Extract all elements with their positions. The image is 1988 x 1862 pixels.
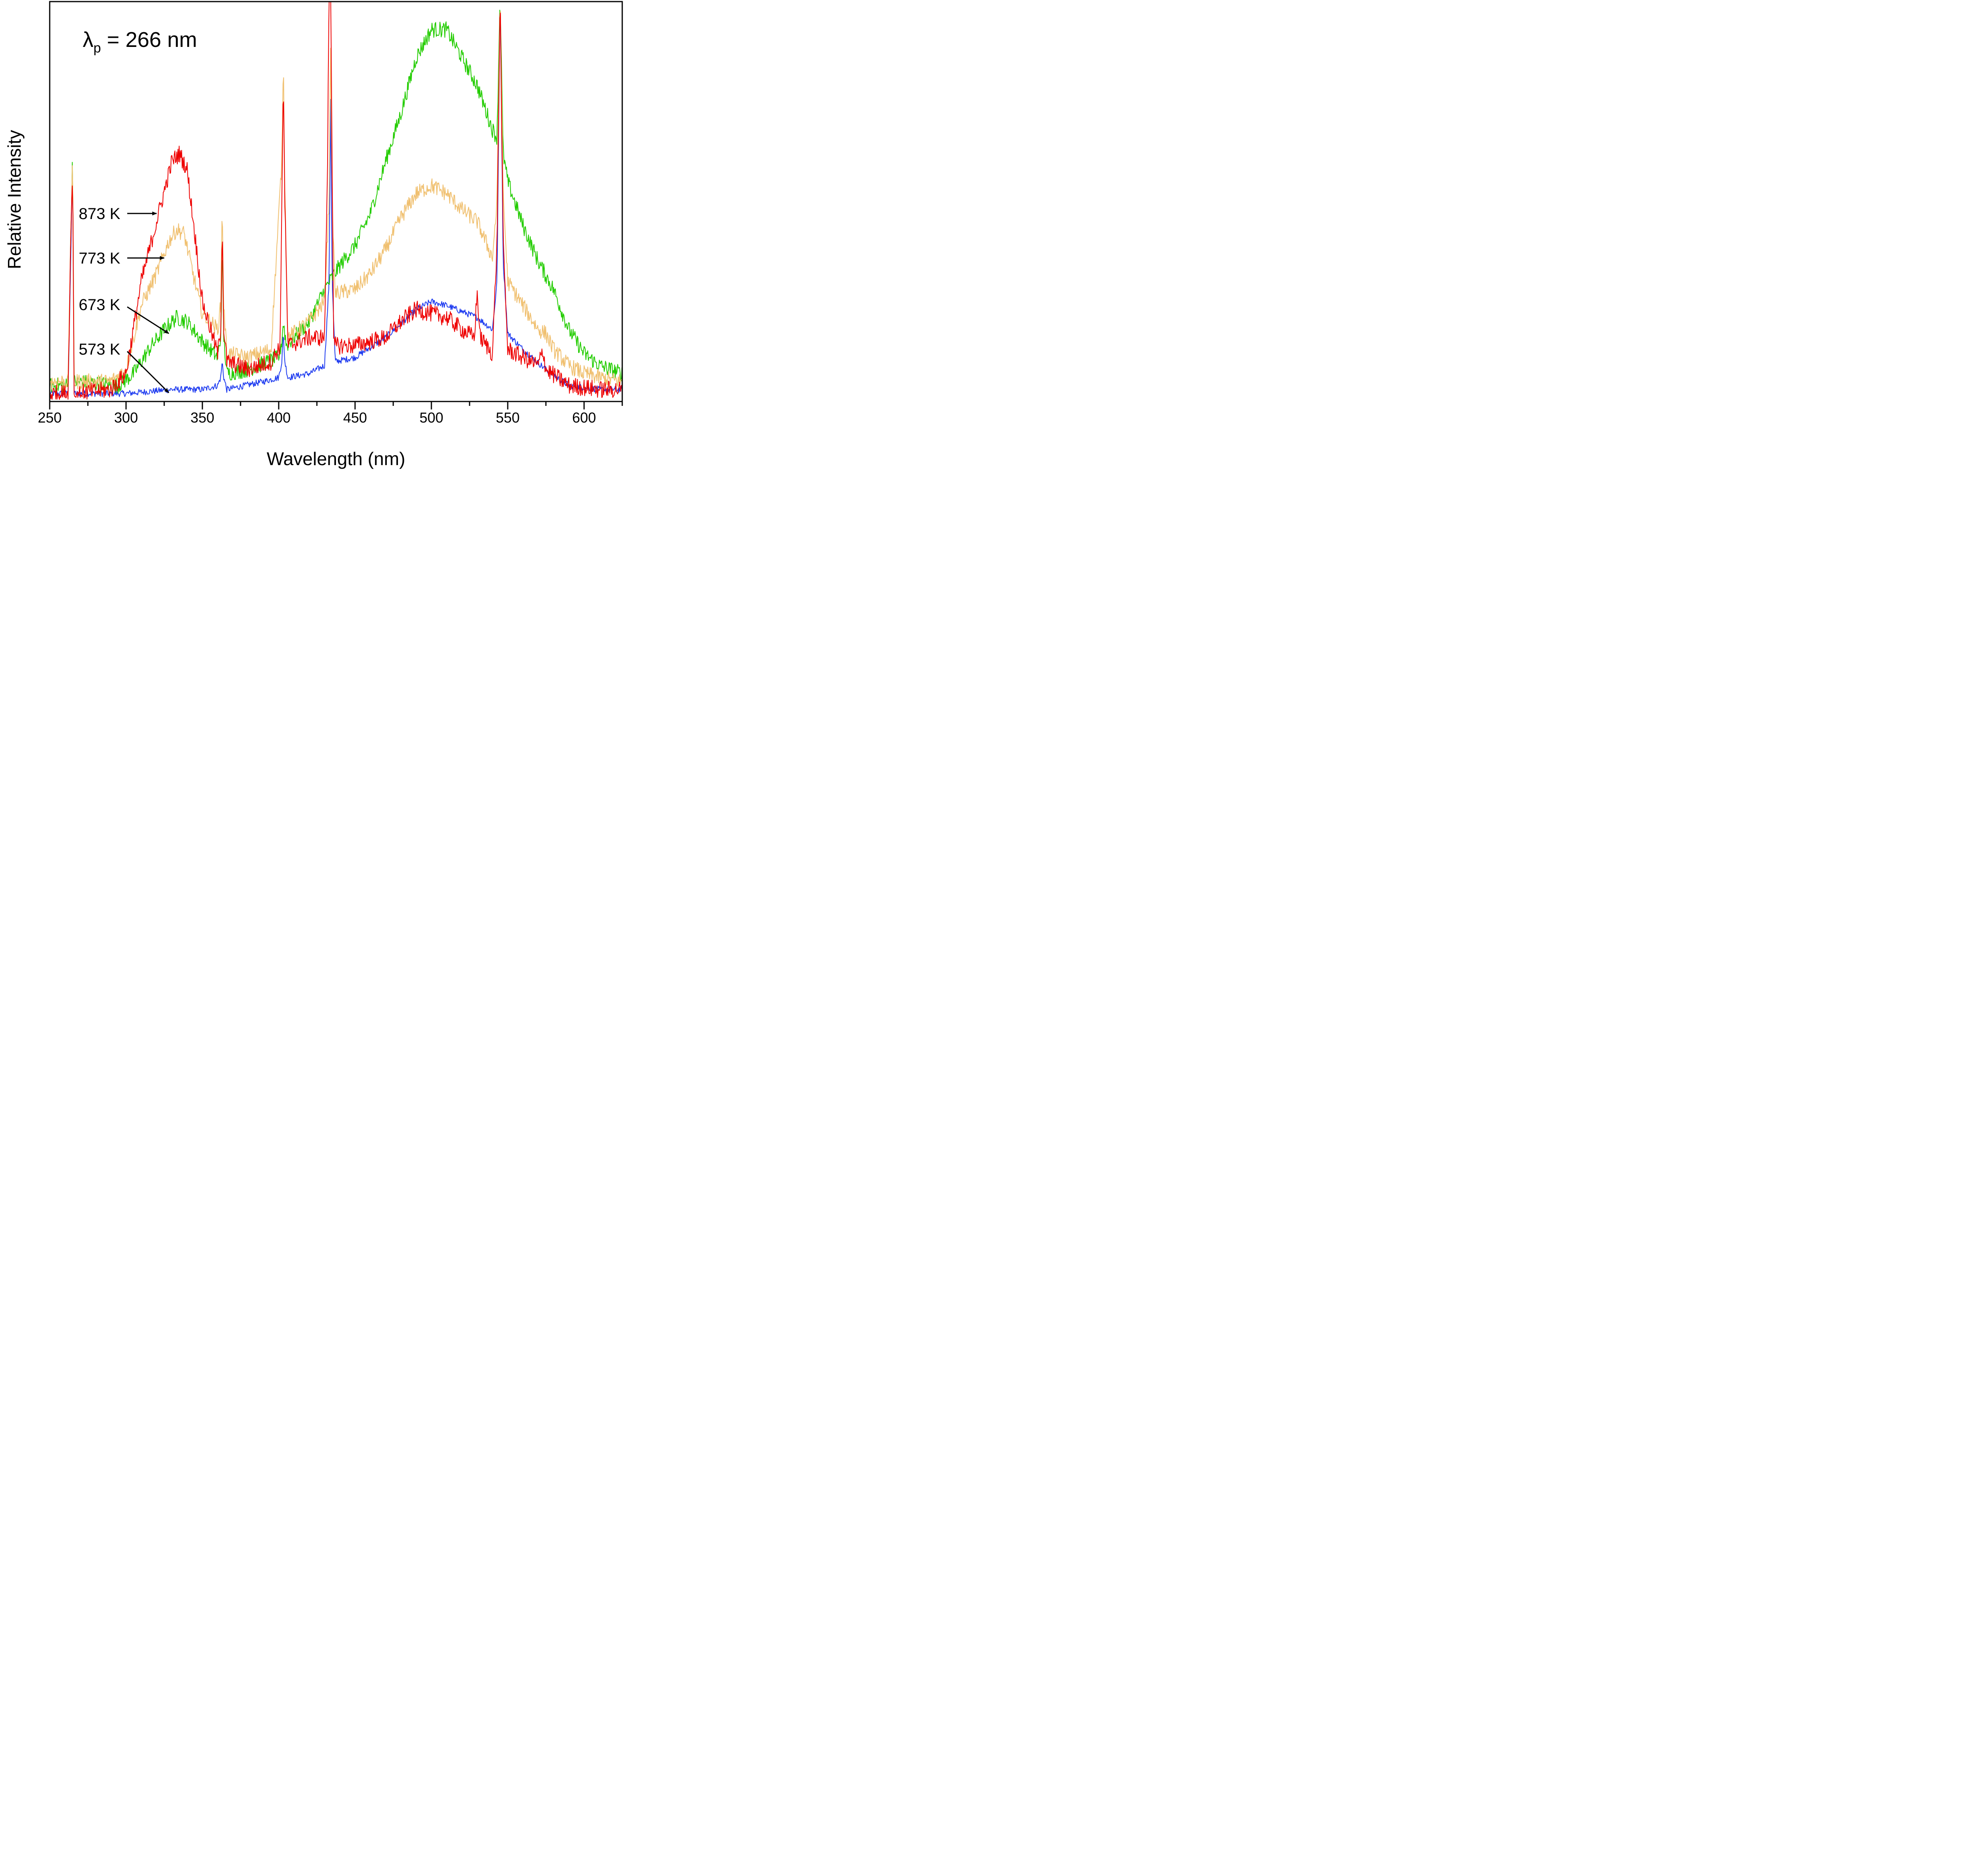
x-tick-label: 450 [343,409,367,426]
x-tick-label: 300 [114,409,138,426]
x-tick-label: 400 [267,409,291,426]
arrow-573-k [126,351,169,393]
y-axis-title: Relative Intensity [4,130,25,269]
x-tick-label: 600 [572,409,596,426]
series-line-873-k [50,2,622,400]
lambda-subscript: p [93,41,101,56]
x-tick-label: 250 [38,409,62,426]
arrow-673-k [127,306,169,334]
x-axis: 250 300 350 400 450 500 550 600 [38,401,623,426]
arrow-label-573-k: 573 K [79,341,120,358]
arrow-label-873-k: 873 K [79,205,120,223]
x-tick-label: 350 [190,409,214,426]
series-line-773-k [50,11,622,390]
x-axis-title: Wavelength (nm) [267,448,406,469]
arrow-label-673-k: 673 K [79,296,120,314]
series-layer [50,2,622,400]
series-line-573-k [50,21,622,397]
lambda-symbol: λ [83,28,93,52]
excitation-wavelength-label: λp = 266 nm [83,28,197,56]
series-line-673-k [50,10,622,394]
plot-frame [49,1,623,402]
x-tick-label: 500 [419,409,443,426]
arrow-label-773-k: 773 K [79,250,120,267]
annotation-layer: 873 K 773 K 673 K 573 K [79,205,169,393]
spectrum-chart: 250 300 350 400 450 500 550 600 873 K 773 K 673 K… [4,1,623,469]
excitation-value: = 266 nm [101,28,197,52]
x-tick-label: 550 [496,409,520,426]
